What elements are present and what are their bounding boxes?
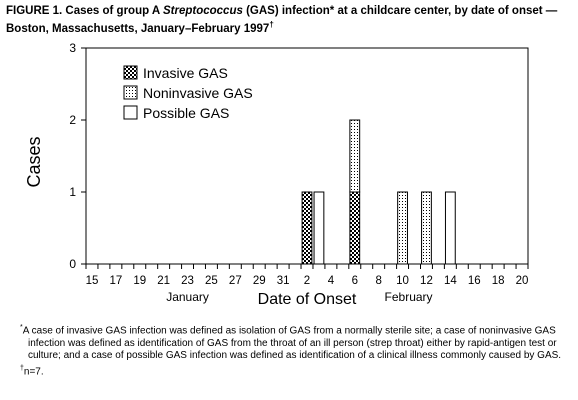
footnote-sample-size: †n=7. <box>20 363 572 379</box>
x-tick-label: 4 <box>328 275 335 287</box>
footnote-dagger: † <box>20 364 24 372</box>
bar <box>397 191 408 265</box>
title-dagger-mark: † <box>269 20 274 29</box>
legend-label: Possible GAS <box>143 105 229 121</box>
month-label: January <box>166 290 209 304</box>
y-tick-label: 0 <box>69 257 76 271</box>
x-tick-label: 31 <box>277 275 290 287</box>
title-text: FIGURE 1. Cases of group A <box>6 5 163 17</box>
footnote-text: A case of invasive GAS infection was def… <box>22 325 562 362</box>
legend-swatch <box>123 65 138 80</box>
x-tick-label: 14 <box>444 275 457 287</box>
month-label: February <box>385 290 433 304</box>
title-organism: Streptococcus <box>162 5 243 17</box>
x-tick-label: 25 <box>205 275 218 287</box>
x-tick-label: 8 <box>375 275 381 287</box>
x-tick-label: 10 <box>396 275 409 287</box>
footnote-n: n=7. <box>23 366 44 378</box>
footnote-mark: * <box>20 324 23 331</box>
x-tick-label: 20 <box>516 275 529 287</box>
x-tick-label: 12 <box>420 275 433 287</box>
x-tick-label: 17 <box>109 275 122 287</box>
bar <box>349 191 361 265</box>
x-tick-label: 6 <box>352 275 358 287</box>
legend-label: Invasive GAS <box>143 65 228 81</box>
title-text-3: at a childcare center, by date of onset … <box>6 5 558 35</box>
x-tick-label: 16 <box>468 275 481 287</box>
bar <box>301 191 313 265</box>
x-tick-label: 19 <box>133 275 146 287</box>
bar <box>313 191 325 265</box>
title-footnote-mark: * <box>329 5 335 17</box>
footnote-definitions: *A case of invasive GAS infection was de… <box>20 322 572 363</box>
title-text-2: (GAS) infection <box>242 5 330 17</box>
legend-label: Noninvasive GAS <box>143 85 253 101</box>
legend-swatch <box>123 105 138 120</box>
footnotes: *A case of invasive GAS infection was de… <box>20 322 572 379</box>
legend-swatch <box>123 85 138 100</box>
bar <box>421 191 432 265</box>
y-tick-label: 2 <box>69 113 76 127</box>
bar <box>349 119 361 193</box>
y-tick-label: 1 <box>69 185 76 199</box>
x-tick-label: 23 <box>181 275 194 287</box>
y-tick-label: 3 <box>69 41 76 55</box>
x-tick-label: 15 <box>86 275 99 287</box>
y-axis-title: Cases <box>24 136 44 187</box>
x-tick-label: 18 <box>492 275 505 287</box>
x-tick-label: 29 <box>253 275 266 287</box>
bar <box>444 191 456 265</box>
x-tick-label: 27 <box>229 275 242 287</box>
x-tick-label: 21 <box>157 275 170 287</box>
x-axis-title: Date of Onset <box>258 291 357 308</box>
x-tick-label: 2 <box>304 275 310 287</box>
figure-title: FIGURE 1. Cases of group A Streptococcus… <box>6 4 576 36</box>
